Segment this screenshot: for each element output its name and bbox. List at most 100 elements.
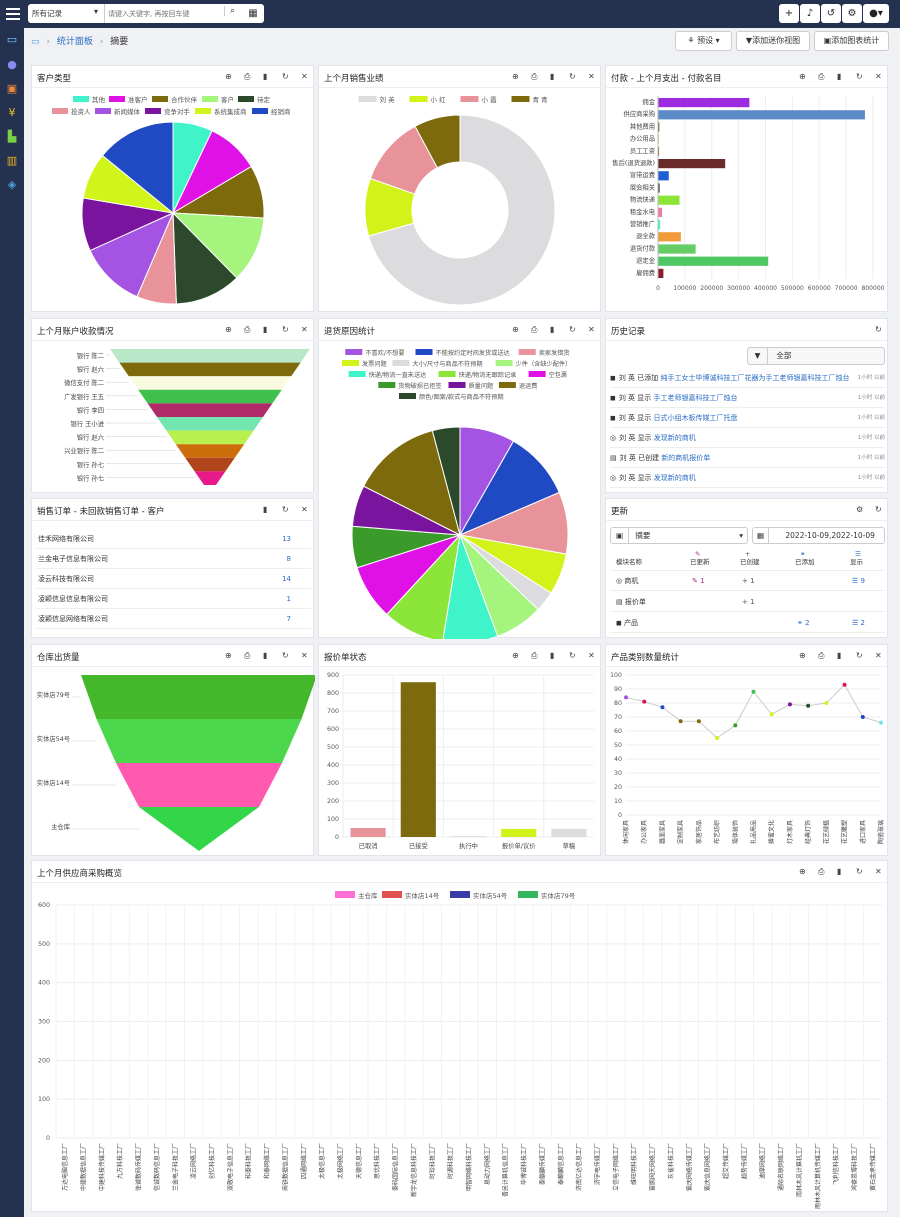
history-link[interactable]: 日式小组木板传媒工厂托盘 [653, 414, 738, 422]
refresh-icon[interactable]: ↻ [282, 505, 289, 514]
chevron-down-icon[interactable]: ▾ [94, 7, 99, 16]
add-icon[interactable]: ⊕ [512, 325, 519, 334]
close-icon[interactable]: ✕ [301, 325, 308, 334]
menu-icon[interactable] [6, 7, 20, 21]
bell-icon[interactable]: ♪ [800, 4, 820, 23]
count-shown[interactable]: ☰ 9 [852, 577, 865, 585]
record-filter-select[interactable]: 所有记录 [32, 9, 62, 18]
close-icon[interactable]: ✕ [588, 72, 595, 81]
add-icon[interactable]: + [779, 4, 799, 23]
print-icon[interactable]: ⎙ [244, 325, 251, 334]
add-icon[interactable]: ⊕ [799, 651, 806, 660]
grid-icon[interactable]: ▦ [243, 4, 263, 23]
close-icon[interactable]: ✕ [301, 72, 308, 81]
print-icon[interactable]: ⎙ [818, 867, 825, 876]
history-icon[interactable]: ↺ [821, 4, 841, 23]
unpaid-row[interactable]: 凌云科技有限公司 14 [36, 569, 311, 589]
refresh-icon[interactable]: ↻ [282, 325, 289, 334]
history-link[interactable]: 发现新的商机 [653, 434, 696, 442]
print-icon[interactable]: ⎙ [531, 72, 538, 81]
close-icon[interactable]: ✕ [588, 325, 595, 334]
add-icon[interactable]: ⊕ [512, 651, 519, 660]
chart-icon[interactable]: ▙ [7, 130, 17, 143]
history-item[interactable]: ◼ 刘 英 已添加 纯手工女士毕博诚科技工厂花器为手工老师银嘉科技工厂烛台 1小时 … [610, 369, 885, 388]
add-icon[interactable]: ⊕ [225, 651, 232, 660]
signal-icon[interactable]: ▮ [837, 867, 842, 876]
order-count[interactable]: 14 [282, 575, 291, 583]
signal-icon[interactable]: ▮ [837, 72, 842, 81]
history-link[interactable]: 纯手工女士毕博诚科技工厂花器为手工老师银嘉科技工厂烛台 [660, 374, 850, 382]
close-icon[interactable]: ✕ [875, 867, 882, 876]
history-item[interactable]: ◼ 刘 英 显示 日式小组木板传媒工厂托盘 1小时 以前 [610, 409, 885, 428]
add-icon[interactable]: ⊕ [225, 72, 232, 81]
order-count[interactable]: 1 [286, 595, 291, 603]
add-icon[interactable]: ⊕ [225, 325, 232, 334]
history-link[interactable]: 手工老师银嘉科技工厂烛台 [653, 394, 738, 402]
count-created[interactable]: + 1 [742, 598, 755, 606]
history-item[interactable]: ◎ 刘 英 显示 发现新的商机 1小时 以前 [610, 469, 885, 488]
table-row[interactable]: ▤ 报价单 + 1 [610, 592, 885, 612]
table-row[interactable]: ◼ 产品 ⚭ 2 ☰ 2 [610, 613, 885, 633]
history-item[interactable]: ◎ 刘 英 显示 发现新的商机 1小时 以前 [610, 429, 885, 448]
layers-icon[interactable]: ◈ [7, 178, 17, 191]
updates-date-input[interactable]: ▦ 2022-10-09,2022-10-09 [752, 527, 885, 544]
unpaid-row[interactable]: 佳禾网络有限公司 13 [36, 529, 311, 549]
breadcrumb-dashboard[interactable]: 统计面板 [56, 37, 93, 47]
refresh-icon[interactable]: ↻ [875, 505, 882, 514]
close-icon[interactable]: ✕ [301, 651, 308, 660]
gear-icon[interactable]: ⚙ [856, 505, 864, 514]
search-input[interactable] [108, 6, 220, 21]
refresh-icon[interactable]: ↻ [569, 325, 576, 334]
table-row[interactable]: ◎ 商机 ✎ 1 + 1 ☰ 9 [610, 571, 885, 591]
signal-icon[interactable]: ▮ [263, 72, 268, 81]
history-filter-select[interactable]: ▼ 全部 [747, 347, 885, 365]
preset-button[interactable]: ⚘ 预设 ▾ [675, 31, 732, 51]
unpaid-row[interactable]: 凌颖信息网络有限公司 7 [36, 609, 311, 629]
money-icon[interactable]: ¥ [8, 106, 16, 119]
count-updated[interactable]: ✎ 1 [692, 577, 705, 585]
close-icon[interactable]: ✕ [875, 651, 882, 660]
search-icon[interactable]: ⌕ [224, 6, 240, 16]
close-icon[interactable]: ✕ [875, 72, 882, 81]
signal-icon[interactable]: ▮ [263, 325, 268, 334]
add-icon[interactable]: ⊕ [799, 72, 806, 81]
gear-icon[interactable]: ⚙ [842, 4, 862, 23]
count-shown[interactable]: ☰ 2 [852, 619, 865, 627]
print-icon[interactable]: ⎙ [531, 325, 538, 334]
briefcase-icon[interactable]: ▣ [6, 82, 18, 95]
add-mini-view-button[interactable]: ▼添加迷你视图 [736, 31, 810, 51]
contacts-icon[interactable]: ● [7, 58, 17, 71]
signal-icon[interactable]: ▮ [550, 325, 555, 334]
print-icon[interactable]: ⎙ [244, 651, 251, 660]
signal-icon[interactable]: ▮ [550, 72, 555, 81]
close-icon[interactable]: ✕ [301, 505, 308, 514]
print-icon[interactable]: ⎙ [531, 651, 538, 660]
refresh-icon[interactable]: ↻ [569, 651, 576, 660]
count-added[interactable]: ⚭ 2 [797, 619, 810, 627]
add-icon[interactable]: ⊕ [799, 867, 806, 876]
refresh-icon[interactable]: ↻ [856, 72, 863, 81]
order-count[interactable]: 8 [286, 555, 291, 563]
refresh-icon[interactable]: ↻ [856, 867, 863, 876]
refresh-icon[interactable]: ↻ [282, 72, 289, 81]
add-chart-button[interactable]: ▣添加图表统计 [814, 31, 889, 51]
building-icon[interactable]: ▥ [6, 154, 18, 167]
refresh-icon[interactable]: ↻ [282, 651, 289, 660]
print-icon[interactable]: ⎙ [818, 651, 825, 660]
signal-icon[interactable]: ▮ [550, 651, 555, 660]
unpaid-row[interactable]: 兰金电子信息有限公司 8 [36, 549, 311, 569]
signal-icon[interactable]: ▮ [263, 651, 268, 660]
user-menu-icon[interactable]: ●▾ [863, 4, 889, 23]
refresh-icon[interactable]: ↻ [875, 325, 882, 334]
signal-icon[interactable]: ▮ [263, 505, 268, 514]
count-created[interactable]: + 1 [742, 577, 755, 585]
order-count[interactable]: 13 [282, 535, 291, 543]
dashboard-icon[interactable]: ▭ [6, 33, 18, 46]
history-item[interactable]: ▤ 刘 英 已创建 新的商机报价单 1小时 以前 [610, 449, 885, 468]
refresh-icon[interactable]: ↻ [569, 72, 576, 81]
refresh-icon[interactable]: ↻ [856, 651, 863, 660]
history-link[interactable]: 新的商机报价单 [661, 454, 711, 462]
signal-icon[interactable]: ▮ [837, 651, 842, 660]
print-icon[interactable]: ⎙ [818, 72, 825, 81]
order-count[interactable]: 7 [286, 615, 291, 623]
